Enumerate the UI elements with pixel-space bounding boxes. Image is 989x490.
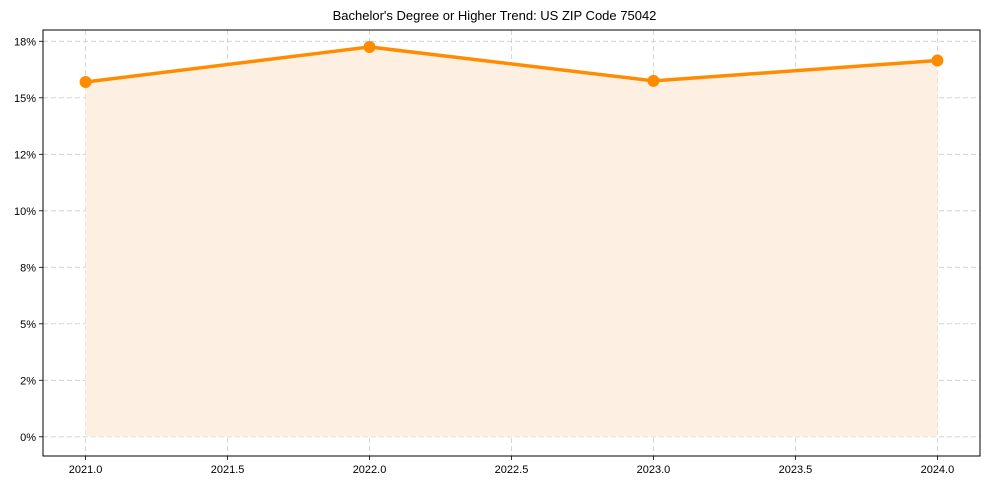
data-line	[85, 45, 938, 84]
y-tick-label: 10%	[14, 206, 36, 218]
x-axis: 2021.0 2021.5 2022.0 2022.5 2023.0 2023.5 2024…	[69, 456, 954, 476]
data-markers	[79, 40, 944, 88]
y-tick-label: 0%	[20, 432, 36, 444]
area-fill	[85, 46, 938, 437]
x-tick-label: 2023.5	[779, 464, 813, 476]
x-tick-label: 2022.5	[495, 464, 529, 476]
x-tick-label: 2021.5	[211, 464, 245, 476]
y-tick-label: 5%	[20, 319, 36, 331]
x-tick-label: 2024.0	[921, 464, 955, 476]
x-tick-label: 2022.0	[353, 464, 387, 476]
y-tick-label: 15%	[14, 93, 36, 105]
data-point	[79, 75, 92, 88]
x-tick-label: 2021.0	[69, 464, 103, 476]
x-tick-label: 2023.0	[637, 464, 671, 476]
y-tick-label: 18%	[14, 36, 36, 48]
y-axis: 0% 2% 5% 8% 10% 12% 15% 18%	[14, 36, 43, 444]
y-tick-label: 2%	[20, 375, 36, 387]
data-point	[647, 74, 660, 87]
y-tick-label: 12%	[14, 149, 36, 161]
y-tick-label: 8%	[20, 262, 36, 274]
chart-title: Bachelor's Degree or Higher Trend: US ZI…	[332, 8, 657, 23]
data-point	[363, 40, 376, 53]
data-point	[931, 54, 944, 67]
